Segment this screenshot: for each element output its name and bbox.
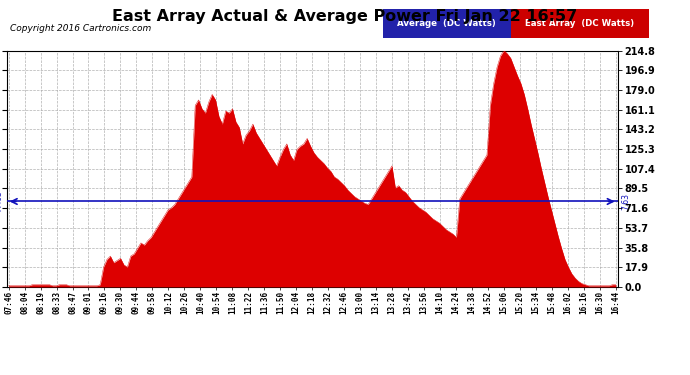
Text: 77.63: 77.63	[0, 190, 3, 212]
Text: East Array  (DC Watts): East Array (DC Watts)	[525, 19, 634, 28]
Text: 7.63: 7.63	[621, 193, 630, 210]
Text: Copyright 2016 Cartronics.com: Copyright 2016 Cartronics.com	[10, 24, 152, 33]
Text: Average  (DC Watts): Average (DC Watts)	[397, 19, 496, 28]
Text: East Array Actual & Average Power Fri Jan 22 16:57: East Array Actual & Average Power Fri Ja…	[112, 9, 578, 24]
